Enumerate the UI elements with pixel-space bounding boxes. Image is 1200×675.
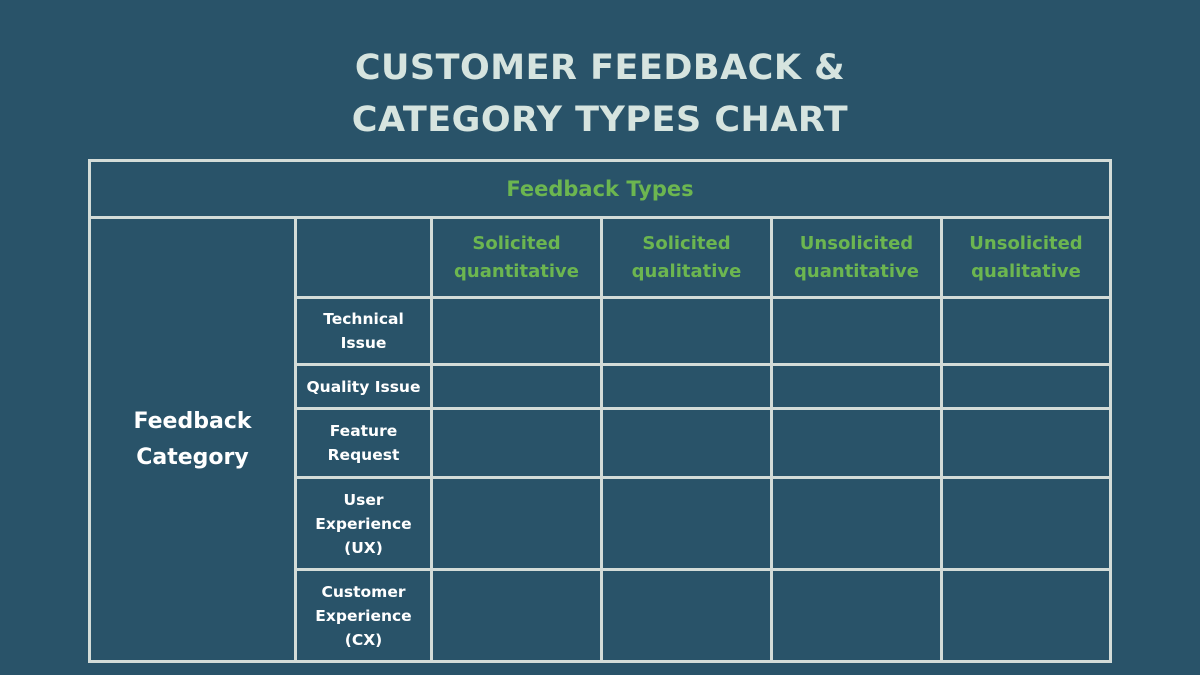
row-label-line: Quality Issue <box>306 377 421 396</box>
row-label-line: Experience <box>315 514 412 533</box>
row-label-line: Request <box>327 446 400 464</box>
matrix-cell <box>603 571 770 660</box>
divider-column-2 <box>770 216 773 660</box>
matrix-cell <box>433 366 600 407</box>
feedback-types-header: Feedback Types <box>506 177 694 201</box>
divider-below-quality-issue <box>294 407 1109 410</box>
row-label-line: Customer <box>321 582 406 601</box>
matrix-cell <box>603 479 770 568</box>
column-header-line: qualitative <box>631 260 742 282</box>
matrix-cell <box>433 410 600 476</box>
matrix-cell <box>773 479 940 568</box>
row-label-quality-issue: Quality Issue <box>297 366 430 407</box>
chart-title: CUSTOMER FEEDBACK & CATEGORY TYPES CHART <box>0 42 1200 146</box>
row-label-line: Issue <box>340 334 387 352</box>
matrix-cell <box>773 299 940 363</box>
divider-column-3 <box>940 216 943 660</box>
matrix-cell <box>603 410 770 476</box>
chart-title-line-1: CUSTOMER FEEDBACK & <box>354 48 846 88</box>
column-header-line: Unsolicited <box>969 232 1083 254</box>
matrix-cell <box>773 410 940 476</box>
matrix-cell <box>603 299 770 363</box>
divider-after-feedback-category <box>294 216 297 660</box>
matrix-cell <box>773 571 940 660</box>
row-label-customer-experience: Customer Experience (CX) <box>297 571 430 660</box>
column-header-line: Unsolicited <box>799 232 914 254</box>
row-label-line: Feature <box>329 422 398 440</box>
matrix-cell <box>943 366 1109 407</box>
row-label-technical-issue: Technical Issue <box>297 299 430 363</box>
matrix-cell <box>433 299 600 363</box>
matrix-cell <box>943 410 1109 476</box>
matrix-cell <box>943 299 1109 363</box>
column-header-line: qualitative <box>971 260 1081 282</box>
column-header-line: Solicited <box>472 232 561 254</box>
matrix-cell <box>603 366 770 407</box>
row-label-feature-request: Feature Request <box>297 410 430 476</box>
row-label-line: (UX) <box>344 538 383 557</box>
matrix-cell <box>943 479 1109 568</box>
row-label-line: User <box>343 490 384 509</box>
column-header-line: quantitative <box>454 260 579 282</box>
column-header-unsolicited-qualitative: Unsolicited qualitative <box>943 219 1109 296</box>
row-label-user-experience: User Experience (UX) <box>297 479 430 568</box>
column-header-solicited-quantitative: Solicited quantitative <box>433 219 600 296</box>
feedback-category-header: Feedback Category <box>133 408 252 470</box>
row-label-line: Technical <box>323 310 404 328</box>
feedback-matrix-table: Feedback Types Feedback Category Solicit… <box>88 159 1112 663</box>
matrix-cell <box>433 479 600 568</box>
matrix-cell <box>433 571 600 660</box>
chart-title-line-2: CATEGORY TYPES CHART <box>351 100 849 140</box>
row-label-line: (CX) <box>344 630 383 649</box>
divider-after-row-labels <box>430 216 433 660</box>
matrix-cell <box>773 366 940 407</box>
divider-below-feature-request <box>294 476 1109 479</box>
divider-below-technical-issue <box>294 363 1109 366</box>
column-header-line: Solicited <box>642 232 731 254</box>
row-label-line: Experience <box>315 606 412 625</box>
matrix-cell <box>943 571 1109 660</box>
divider-column-1 <box>600 216 603 660</box>
column-header-line: quantitative <box>794 260 919 282</box>
divider-below-user-experience <box>294 568 1109 571</box>
column-header-solicited-qualitative: Solicited qualitative <box>603 219 770 296</box>
column-header-unsolicited-quantitative: Unsolicited quantitative <box>773 219 940 296</box>
divider-below-type-headers <box>294 296 1109 299</box>
